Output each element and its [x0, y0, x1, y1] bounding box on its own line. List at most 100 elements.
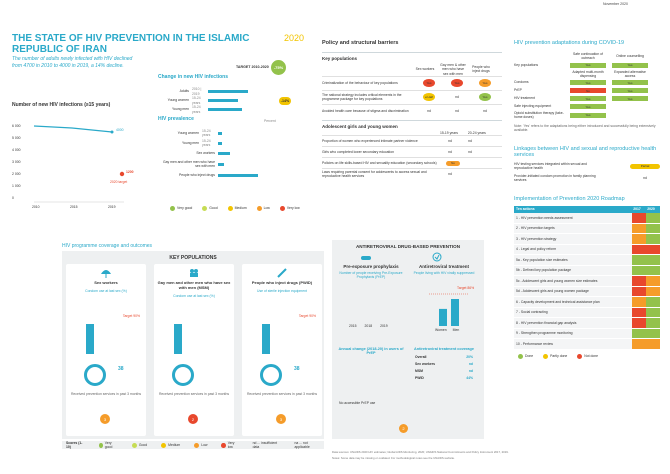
year-2019: 2019	[108, 205, 116, 209]
year-2010: 2010	[32, 205, 40, 209]
adapt-rows: Key populations Yes Yes Adapted multi-month…	[514, 62, 660, 120]
linkage-row-1: HIV testing services integrated within s…	[514, 162, 660, 171]
roadmap-status	[631, 286, 646, 296]
cov-legend-medium: Medium	[161, 442, 180, 448]
key-pop-heading: Key populations	[322, 56, 358, 61]
roadmap-status	[646, 244, 660, 254]
arv-title: ANTIRETROVIRAL DRUG-BASED PREVENTION	[355, 244, 461, 249]
adapt-value: Adapted multi-month dispensing	[572, 69, 604, 78]
adaptations-panel: HIV prevention adaptations during COVID-…	[514, 40, 660, 359]
cov-legend-good: Good	[131, 442, 147, 448]
roadmap-action: 10 - Performance review	[516, 341, 553, 346]
adapt-value: Yes	[612, 96, 648, 101]
title-year: 2020	[284, 33, 305, 43]
prev-row-sex-workers: Sex workers	[160, 148, 290, 158]
linkages-title: Linkages between HIV and sexual and repr…	[514, 146, 657, 158]
change-rows: Adults 2010 | 2019 Young women 15-24 years…	[160, 87, 280, 114]
prev-row-young-men: Young men 15-24 years	[160, 138, 290, 148]
art-cov-value: 20%	[466, 355, 473, 360]
prep-annual-card: Annual change (2018-20) in users of PrEP…	[337, 347, 405, 417]
policy-value: ≥ Half	[423, 93, 435, 102]
new-inf-title: Number of new HIV infections (≥15 years)	[12, 102, 111, 108]
ado-row-label: Laws requiring parental consent for adol…	[322, 169, 427, 178]
policy-value: Yes	[451, 79, 463, 88]
year-2015: 2015	[70, 205, 78, 209]
art-sub: People living with HIV virally suppresse…	[413, 271, 475, 275]
roadmap-status	[631, 339, 646, 349]
roadmap-action: 8 - HIV prevention financial gap analysi…	[516, 320, 577, 325]
art-bar-women	[439, 308, 447, 326]
kp-bar	[174, 324, 182, 354]
legend-very-low: Very low	[279, 206, 300, 211]
policy-rows: Criminalization of the behaviour of key …	[322, 75, 502, 118]
value-2019-point	[110, 130, 114, 134]
policy-value: Yes	[423, 79, 435, 88]
arv-badge: 2	[399, 424, 408, 433]
ado-row: Laws requiring parental consent for adol…	[322, 168, 502, 179]
art-icon	[432, 252, 442, 262]
roadmap-row: 5c - Adolescent girls and young women si…	[514, 276, 660, 287]
adapt-row: Condoms Yes Yes	[514, 79, 660, 86]
prep-sub: Number of people receiving Pre-Exposure …	[339, 271, 403, 280]
roadmap-row: 3 - HIV prevention strategy	[514, 234, 660, 245]
kp-ring	[84, 364, 106, 386]
policy-cols: Sex workers Gay men & other men who have…	[415, 63, 490, 76]
policy-row-label: Criminalization of the behaviour of key …	[322, 81, 398, 86]
roadmap-action: 1 - HIV prevention needs assessment	[516, 215, 573, 220]
roadmap-status	[631, 234, 646, 244]
linkage-row-2: Provider-initiated condom promotion in f…	[514, 173, 647, 182]
arv-panel	[332, 240, 484, 439]
art-cov-label: Overall	[415, 355, 427, 360]
target-2020-label: 2020 target	[110, 180, 128, 184]
kp-target: Target 90%	[122, 314, 140, 318]
ytick-6: 0	[12, 196, 14, 200]
policy-cell: Yes	[474, 93, 496, 102]
couple-icon	[188, 268, 200, 278]
prep-years: 2015 2018 2019	[349, 324, 388, 328]
adapt-value: Yes	[570, 80, 606, 85]
kp-card: People who inject drugs (PWID) Use of ste…	[242, 264, 322, 436]
ytick-0: 6 000	[12, 124, 21, 128]
roadmap-row: 5d - Adolescent girls and young women pa…	[514, 286, 660, 297]
ado-heading: Adolescent girls and young women	[322, 123, 398, 129]
ado-row-label: Proportion of women who experienced inti…	[322, 138, 418, 143]
ado-row: Policies on life skills-based HIV and se…	[322, 157, 502, 168]
legend-good: Good	[202, 206, 218, 211]
adapt-row-label: PrEP	[514, 88, 522, 93]
art-chart	[429, 293, 469, 326]
roadmap-row: 9 - Strengthen programme monitoring	[514, 328, 660, 339]
kp-bottom: Received prevention services in past 3 m…	[70, 392, 142, 396]
value-2019-label: 4000	[116, 128, 124, 132]
legend-done: Done	[518, 353, 533, 359]
kp-badge: 3	[276, 414, 286, 424]
art-cov-row: PWID 44%	[415, 375, 473, 382]
change-row-young-men: Young men 15-24 years	[160, 105, 280, 114]
roadmap-row: 8 - HIV prevention financial gap analysi…	[514, 318, 660, 329]
prep-card: Pre-exposure prophylaxis Number of peopl…	[337, 264, 405, 344]
ytick-5: 1 000	[12, 184, 21, 188]
adapt-note: Note: 'Yes' refers to the adaptations be…	[514, 123, 656, 132]
ytick-3: 3 000	[12, 160, 21, 164]
ado-row-label: Girls who completed lower secondary educ…	[322, 149, 394, 154]
roadmap-status	[631, 255, 646, 265]
cov-legend-na: na ... not applicable	[294, 440, 310, 449]
kp-score: 38	[118, 366, 124, 372]
adapt-cols: Safe continuation of outreach Online cou…	[573, 52, 644, 61]
roadmap-status	[631, 244, 646, 254]
roadmap-action: 6 - Capacity development and technical a…	[516, 299, 600, 304]
adapt-value: Yes	[612, 62, 648, 68]
roadmap-action: 5b - Defined key population package	[516, 268, 572, 273]
roadmap-legend: Done Partly done Not done	[518, 353, 660, 359]
syringe-icon	[276, 268, 288, 278]
adapt-value: No	[570, 88, 606, 93]
roadmap-status	[646, 339, 660, 349]
roadmap-head: Ten actions 2017 2020	[514, 206, 660, 213]
roadmap-row: 6 - Capacity development and technical a…	[514, 297, 660, 308]
cov-legend-very-low: Very low	[221, 441, 238, 450]
roadmap-status	[631, 307, 646, 317]
adapt-value: Yes	[612, 88, 648, 93]
ado-cols: 15-19 years 20-24 years	[440, 130, 486, 135]
ado-value: nd	[448, 149, 452, 154]
adapt-row: PrEP No Yes	[514, 87, 660, 94]
policy-cell: Yes	[474, 79, 496, 88]
